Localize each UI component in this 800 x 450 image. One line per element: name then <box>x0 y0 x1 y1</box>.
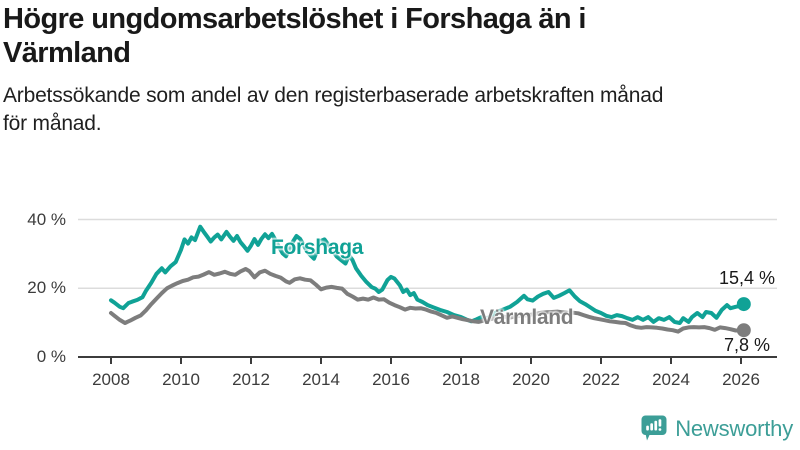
y-tick-label: 0 % <box>36 347 66 366</box>
x-tick-label: 2022 <box>582 370 620 389</box>
chart-subtitle-line-1: Arbetssökande som andel av den registerb… <box>3 84 664 107</box>
y-tick-label: 20 % <box>27 278 66 298</box>
x-tick-label: 2018 <box>442 370 480 389</box>
chart-header: Högre ungdomsarbetslöshet i Forshaga än … <box>3 2 790 138</box>
end-value-label-värmland: 7,8 % <box>723 335 770 355</box>
x-tick-label: 2010 <box>162 370 200 389</box>
end-value-label-forshaga: 15,4 % <box>718 268 775 288</box>
chart-subtitle-line-2: för månad. <box>3 112 102 135</box>
series-label-värmland: Värmland <box>480 306 574 329</box>
x-tick-label: 2024 <box>652 370 690 389</box>
x-tick-label: 2014 <box>302 370 340 389</box>
x-tick-label: 2008 <box>92 370 130 389</box>
series-line-värmland <box>109 267 746 334</box>
x-tick-label: 2026 <box>722 370 760 389</box>
brand-footer: Newsworthy <box>641 415 793 442</box>
series-line-forshaga <box>109 224 746 325</box>
end-dot-forshaga <box>736 297 751 312</box>
x-tick-label: 2016 <box>372 370 410 389</box>
series-label-forshaga: Forshaga <box>271 236 364 259</box>
chart-title-line-2: Värmland <box>3 37 131 69</box>
chart-title-line-1: Högre ungdomsarbetslöshet i Forshaga än … <box>3 3 586 35</box>
x-tick-label: 2020 <box>512 370 550 389</box>
x-tick-label: 2012 <box>232 370 270 389</box>
newsworthy-logo-icon <box>641 415 667 442</box>
end-dot-värmland <box>736 323 751 338</box>
y-tick-label: 40 % <box>27 209 66 229</box>
chart-subtitle: Arbetssökande som andel av den registerb… <box>3 82 790 138</box>
chart-title: Högre ungdomsarbetslöshet i Forshaga än … <box>3 2 790 70</box>
brand-name: Newsworthy <box>675 415 793 441</box>
